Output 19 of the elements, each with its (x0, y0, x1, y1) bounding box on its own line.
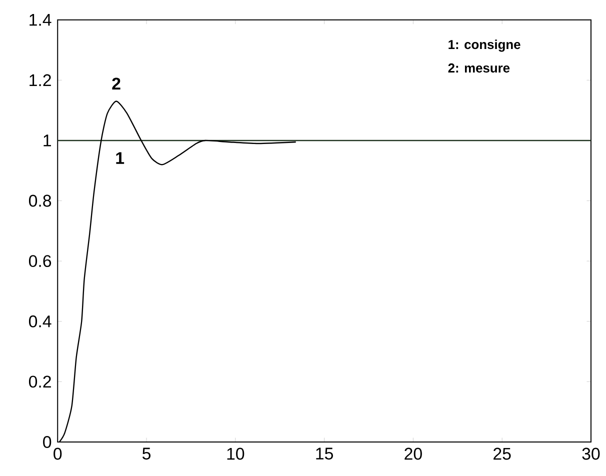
x-tick-label: 30 (582, 448, 600, 460)
x-tick-label: 5 (142, 448, 150, 460)
x-tick-label: 20 (404, 448, 422, 460)
x-tick-label: 10 (227, 448, 244, 460)
x-tick-label: 25 (494, 448, 511, 460)
x-tick-label: 15 (316, 448, 333, 460)
y-tick-label: 1.4 (30, 14, 52, 26)
annotation: 1 (116, 152, 124, 164)
annotation: 1: consigne (448, 40, 520, 52)
y-tick-label: 0.6 (28, 255, 52, 268)
annotation: 2: mesure (448, 64, 510, 73)
x-tick-label: 0 (54, 448, 62, 460)
y-tick-label: 0.8 (28, 194, 52, 207)
y-tick-label: 1.2 (30, 74, 51, 86)
y-tick-label: 1 (44, 134, 51, 146)
annotation: 2 (112, 78, 120, 90)
y-tick-label: 0 (43, 436, 52, 448)
y-tick-label: 0.4 (28, 316, 52, 328)
y-tick-label: 0.2 (28, 376, 51, 388)
